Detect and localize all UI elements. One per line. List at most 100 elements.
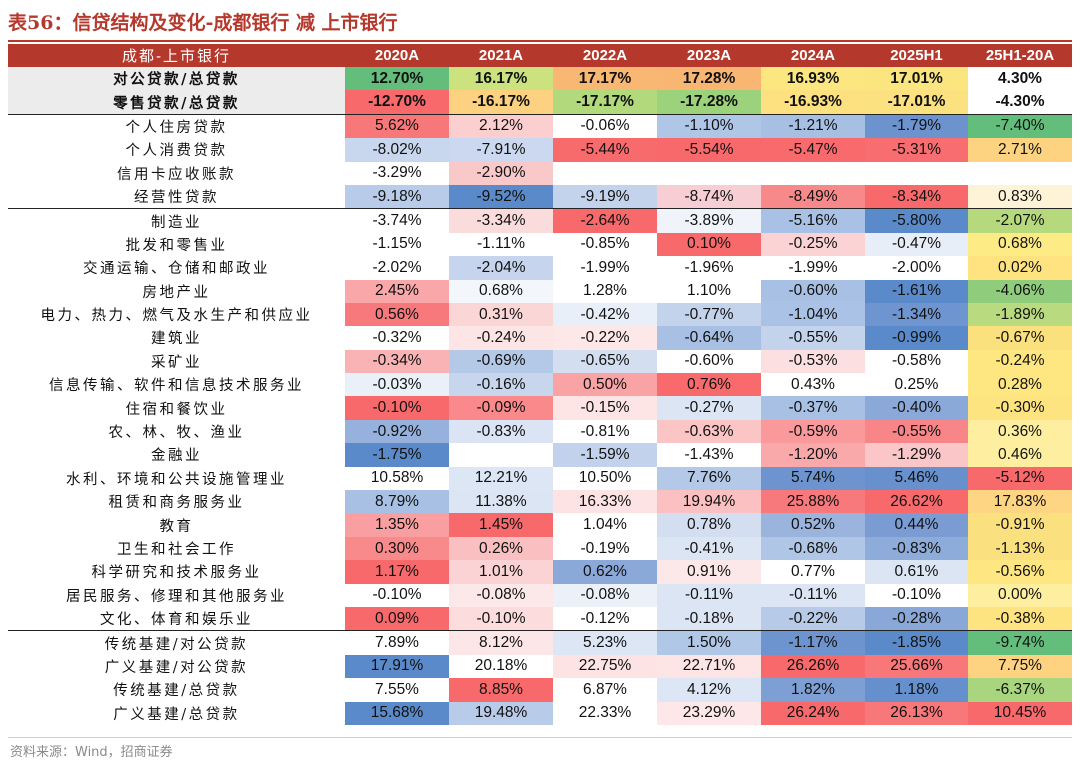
value-cell: 2.71% [968, 138, 1072, 162]
value-cell: -3.29% [345, 161, 449, 185]
value-cell: 1.82% [761, 678, 865, 702]
value-cell: -5.44% [553, 138, 657, 162]
value-cell: -0.64% [657, 326, 761, 350]
row-label: 农、林、牧、渔业 [108, 425, 245, 442]
value-cell: -0.19% [553, 536, 657, 561]
header-cell: 2020A [345, 44, 449, 67]
value-cell: -0.27% [657, 396, 761, 420]
value-cell: 26.62% [865, 490, 968, 514]
value-cell: -0.08% [449, 583, 553, 607]
value-cell: -17.17% [553, 90, 657, 115]
value-cell: -1.15% [345, 232, 449, 257]
title-rule [8, 40, 1072, 42]
value-cell: -5.16% [761, 208, 865, 233]
value-cell: -2.64% [553, 208, 657, 233]
value-cell: -0.60% [761, 279, 865, 303]
table-row: 教育 1.35% 1.45% 1.04% 0.78% 0.52% 0.44% -0.91% [8, 513, 1072, 537]
value-cell: -5.12% [968, 466, 1072, 491]
value-cell: -0.60% [657, 349, 761, 374]
value-cell: -0.10% [345, 583, 449, 607]
value-cell [657, 161, 761, 185]
value-cell: 1.50% [657, 630, 761, 655]
row-label: 信用卡应收账款 [117, 166, 236, 183]
row-label: 住宿和餐饮业 [125, 401, 228, 418]
row-label: 租赁和商务服务业 [108, 495, 245, 512]
table-row: 住宿和餐饮业 -0.10% -0.09% -0.15% -0.27% -0.37% -0.4… [8, 396, 1072, 420]
value-cell: -1.85% [865, 630, 968, 655]
value-cell: 0.09% [345, 606, 449, 631]
value-cell: 10.50% [553, 466, 657, 491]
value-cell: -2.90% [449, 161, 553, 185]
value-cell: 16.93% [761, 67, 865, 91]
table-row: 租赁和商务服务业 8.79% 11.38% 16.33% 19.94% 25.88% 26.… [8, 490, 1072, 514]
value-cell: -3.34% [449, 208, 553, 233]
row-label: 广义基建/总贷款 [113, 706, 240, 723]
value-cell: -0.11% [657, 583, 761, 607]
value-cell: 0.83% [968, 184, 1072, 209]
table-row: 个人消费贷款 -8.02% -7.91% -5.44% -5.54% -5.47% -5.3… [8, 138, 1072, 162]
value-cell: -6.37% [968, 678, 1072, 702]
value-cell: 0.50% [553, 373, 657, 397]
value-cell: -0.24% [449, 326, 553, 350]
value-cell: 7.76% [657, 466, 761, 491]
value-cell: -0.15% [553, 396, 657, 420]
table-row: 交通运输、仓储和邮政业 -2.02% -2.04% -1.99% -1.96% -1.99… [8, 256, 1072, 280]
value-cell: -0.03% [345, 373, 449, 397]
value-cell: 10.58% [345, 466, 449, 491]
value-cell: -0.24% [968, 349, 1072, 374]
value-cell: 8.85% [449, 678, 553, 702]
value-cell: -0.56% [968, 560, 1072, 584]
value-cell: -0.55% [865, 419, 968, 444]
value-cell: -0.58% [865, 349, 968, 374]
value-cell: -7.91% [449, 138, 553, 162]
value-cell: 0.02% [968, 256, 1072, 280]
value-cell: -0.85% [553, 232, 657, 257]
row-label: 居民服务、修理和其他服务业 [66, 588, 287, 605]
value-cell: -0.09% [449, 396, 553, 420]
value-cell: -0.37% [761, 396, 865, 420]
value-cell: 0.77% [761, 560, 865, 584]
table-row: 广义基建/总贷款 15.68% 19.48% 22.33% 23.29% 26.24% 26… [8, 701, 1072, 725]
value-cell: 0.68% [968, 232, 1072, 257]
table-body: 对公贷款/总贷款 12.70% 16.17% 17.17% 17.28% 16.93% 17… [8, 67, 1072, 725]
value-cell: -9.52% [449, 184, 553, 209]
value-cell: -0.63% [657, 419, 761, 444]
row-label: 经营性贷款 [134, 190, 219, 207]
value-cell: -0.18% [657, 606, 761, 631]
row-label: 金融业 [151, 448, 202, 465]
value-cell: 0.36% [968, 419, 1072, 444]
value-cell: -1.79% [865, 113, 968, 139]
table-row: 建筑业 -0.32% -0.24% -0.22% -0.64% -0.55% -0.99% -… [8, 326, 1072, 350]
value-cell: 17.01% [865, 67, 968, 91]
row-label: 卫生和社会工作 [117, 542, 236, 558]
value-cell: 7.55% [345, 678, 449, 702]
value-cell: -1.04% [761, 302, 865, 327]
value-cell: -0.10% [449, 606, 553, 631]
value-cell: 22.75% [553, 654, 657, 679]
row-label: 电力、热力、燃气及水生产和供应业 [40, 308, 313, 325]
value-cell: -0.11% [761, 583, 865, 607]
row-label: 批发和零售业 [125, 237, 228, 254]
value-cell: -1.34% [865, 302, 968, 327]
value-cell: -5.54% [657, 138, 761, 162]
value-cell [449, 443, 553, 467]
value-cell: 22.71% [657, 654, 761, 679]
value-cell: 10.45% [968, 701, 1072, 725]
table-row: 卫生和社会工作 0.30% 0.26% -0.19% -0.41% -0.68% -0.83… [8, 536, 1072, 561]
table-row: 个人住房贷款 5.62% 2.12% -0.06% -1.10% -1.21% -1.79%… [8, 113, 1072, 139]
value-cell: -0.83% [449, 419, 553, 444]
table-row: 电力、热力、燃气及水生产和供应业 0.56% 0.31% -0.42% -0.77% -1… [8, 302, 1072, 327]
value-cell: -9.19% [553, 184, 657, 209]
table-row: 批发和零售业 -1.15% -1.11% -0.85% 0.10% -0.25% -0.47… [8, 232, 1072, 257]
value-cell: -5.80% [865, 208, 968, 233]
value-cell: 0.30% [345, 536, 449, 561]
table-row: 居民服务、修理和其他服务业 -0.10% -0.08% -0.08% -0.11% -0.… [8, 583, 1072, 607]
row-label: 个人消费贷款 [125, 143, 228, 160]
value-cell: 17.83% [968, 490, 1072, 514]
value-cell: 0.46% [968, 443, 1072, 467]
value-cell: 1.10% [657, 279, 761, 303]
table-row: 传统基建/总贷款 7.55% 8.85% 6.87% 4.12% 1.82% 1.18% -6… [8, 678, 1072, 702]
value-cell: -1.43% [657, 443, 761, 467]
value-cell: -1.99% [553, 256, 657, 280]
value-cell: 0.43% [761, 373, 865, 397]
